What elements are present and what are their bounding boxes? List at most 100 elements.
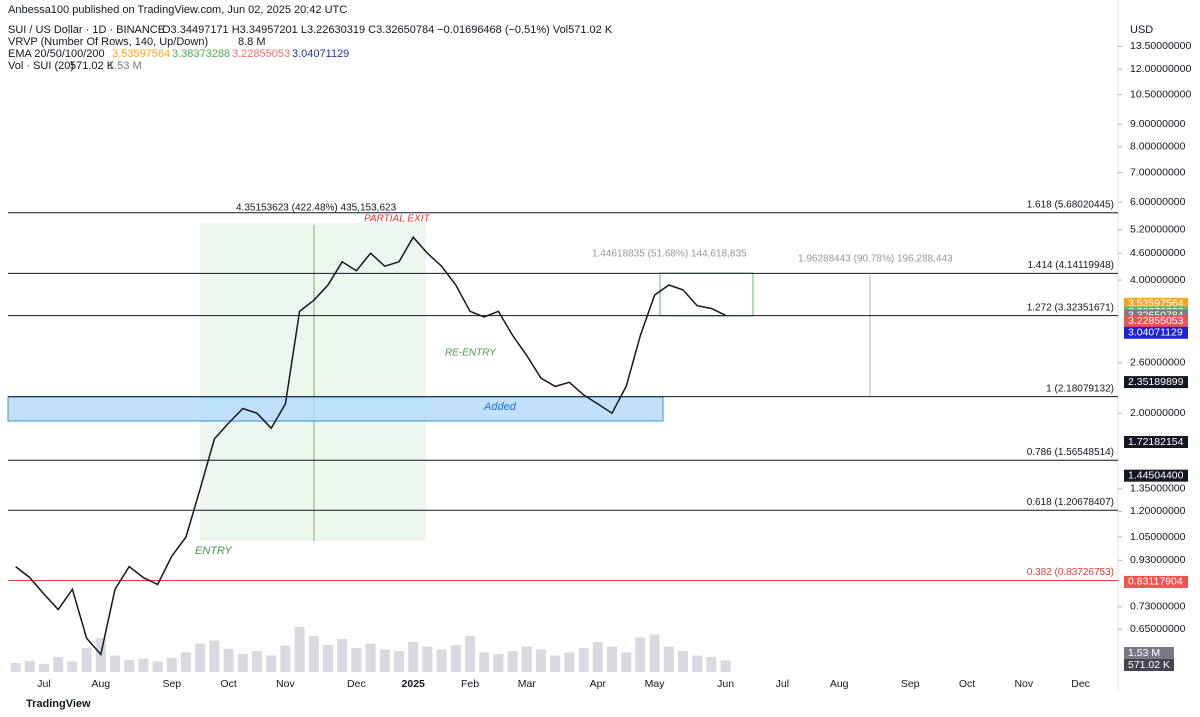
volume-bar: [223, 648, 234, 672]
price-tag-label: 3.22855053: [1128, 315, 1184, 327]
volume-tag-label: 1.53 M: [1128, 647, 1160, 659]
volume-bar: [521, 646, 532, 672]
volume-bar: [607, 646, 617, 672]
currency: USD: [1130, 24, 1153, 36]
y-tick-label: 2.60000000: [1130, 357, 1186, 369]
price-tag-label: 1.44504400: [1128, 469, 1184, 481]
volume-bar: [138, 658, 149, 672]
y-tick-label: 0.65000000: [1130, 623, 1186, 635]
y-tick-label: 7.00000000: [1130, 166, 1186, 178]
x-tick-label: Jul: [37, 678, 50, 690]
price-tag: [1124, 575, 1188, 588]
volume-bar: [592, 642, 603, 672]
x-tick-label: Aug: [830, 678, 849, 690]
annotation: 1.44618835 (51.68%) 144,618,835: [592, 249, 747, 260]
y-tick-label: 1.35000000: [1130, 483, 1186, 495]
volume-bar: [465, 636, 475, 672]
volume-bar: [209, 640, 220, 672]
volume-bar: [181, 652, 191, 672]
y-tick-label: 5.20000000: [1130, 223, 1186, 235]
x-tick-label: Oct: [959, 678, 975, 690]
x-tick-label: Aug: [91, 678, 110, 690]
annotation: PARTIAL EXIT: [364, 214, 430, 225]
volume-bar: [507, 651, 518, 672]
volume-bar: [394, 651, 404, 672]
volume-bar: [550, 655, 561, 672]
ohlc: O3.34497171 H3.34957201 L3.22630319 C3.3…: [162, 24, 613, 36]
volume-bar: [493, 654, 504, 672]
volume-bar: [280, 645, 291, 672]
fib-label: 0.786 (1.56548514): [1027, 447, 1114, 458]
ema-value: 3.53597564: [112, 48, 170, 60]
x-tick-label: Nov: [276, 678, 295, 690]
volume-tag-label: 571.02 K: [1128, 659, 1170, 671]
annotation: Added: [483, 401, 517, 413]
volume-bar: [124, 660, 135, 672]
price-tag: [1124, 376, 1188, 389]
x-tick-label: Nov: [1014, 678, 1033, 690]
volume-bar: [53, 657, 64, 672]
x-tick-label: Sep: [162, 678, 181, 690]
price-tag: [1124, 469, 1188, 482]
x-tick-label: Feb: [461, 678, 479, 690]
volume-bar: [266, 655, 277, 672]
volume-tag: [1124, 647, 1174, 659]
volume-bar: [678, 651, 688, 672]
x-tick-label: Mar: [518, 678, 537, 690]
annotation: 4.35153623 (422.48%) 435,153,623: [236, 203, 397, 214]
fib-label: 1.414 (4.14119948): [1027, 260, 1114, 271]
ema: EMA 20/50/100/200: [8, 48, 105, 60]
ema-value: 3.04071129: [292, 48, 349, 60]
volume-bar: [564, 652, 575, 672]
price-line: [15, 235, 726, 657]
y-tick-label: 12.00000000: [1130, 63, 1191, 75]
volume-bar: [649, 634, 660, 672]
volume-bar: [67, 661, 78, 672]
added-zone: [7, 396, 664, 422]
ema-value: 3.38373288: [172, 48, 230, 60]
volume-bar: [635, 637, 646, 672]
volume-bar: [436, 649, 447, 672]
fib-label: 1 (2.18079132): [1046, 383, 1114, 394]
volume-bar: [720, 660, 731, 672]
annotation: 1.96288443 (90.78%) 196,288,443: [798, 254, 953, 265]
vrvp: VRVP (Number Of Rows, 140, Up/Down): [8, 36, 208, 48]
fib-label: 1.618 (5.68020445): [1027, 199, 1114, 210]
volume-bar: [10, 663, 21, 672]
price-tag: [1124, 436, 1188, 449]
price-tag-label: 2.35189899: [1128, 376, 1184, 388]
y-tick-label: 1.05000000: [1130, 531, 1186, 543]
y-tick-label: 2.00000000: [1130, 407, 1186, 419]
y-tick-label: 0.93000000: [1130, 554, 1186, 566]
volume-bar: [195, 643, 206, 672]
price-tag-label: 1.72182154: [1128, 436, 1184, 448]
volume-bar: [323, 645, 333, 672]
volume-bar: [379, 649, 390, 672]
volume-bar: [706, 657, 717, 672]
volume-bar: [692, 655, 703, 672]
gain-zone: [200, 223, 426, 541]
volume-bar: [422, 646, 433, 672]
x-tick-label: Sep: [901, 678, 920, 690]
annotation: ENTRY: [195, 545, 233, 557]
fib-label: 0.382 (0.83726753): [1027, 567, 1114, 578]
volume-bar: [621, 652, 632, 672]
y-tick-label: 1.20000000: [1130, 505, 1186, 517]
y-tick-label: 13.50000000: [1130, 40, 1191, 52]
fib-label: 0.618 (1.20678407): [1027, 497, 1114, 508]
volume-bar: [166, 657, 177, 672]
x-tick-label: May: [645, 678, 666, 690]
y-tick-label: 8.00000000: [1130, 141, 1186, 153]
y-tick-label: 0.73000000: [1130, 601, 1186, 613]
price-tag-label: 0.83117904: [1128, 576, 1183, 588]
price-tag: [1124, 315, 1188, 328]
volume-bar: [450, 645, 461, 672]
x-tick-label: Oct: [220, 678, 236, 690]
volume-bar: [39, 663, 49, 672]
volume-tag: [1124, 659, 1174, 671]
volume-bar: [308, 636, 319, 672]
x-tick-label: Jul: [776, 678, 789, 690]
volume-bar: [110, 655, 120, 672]
vol-value: 571.02 K: [70, 60, 115, 72]
